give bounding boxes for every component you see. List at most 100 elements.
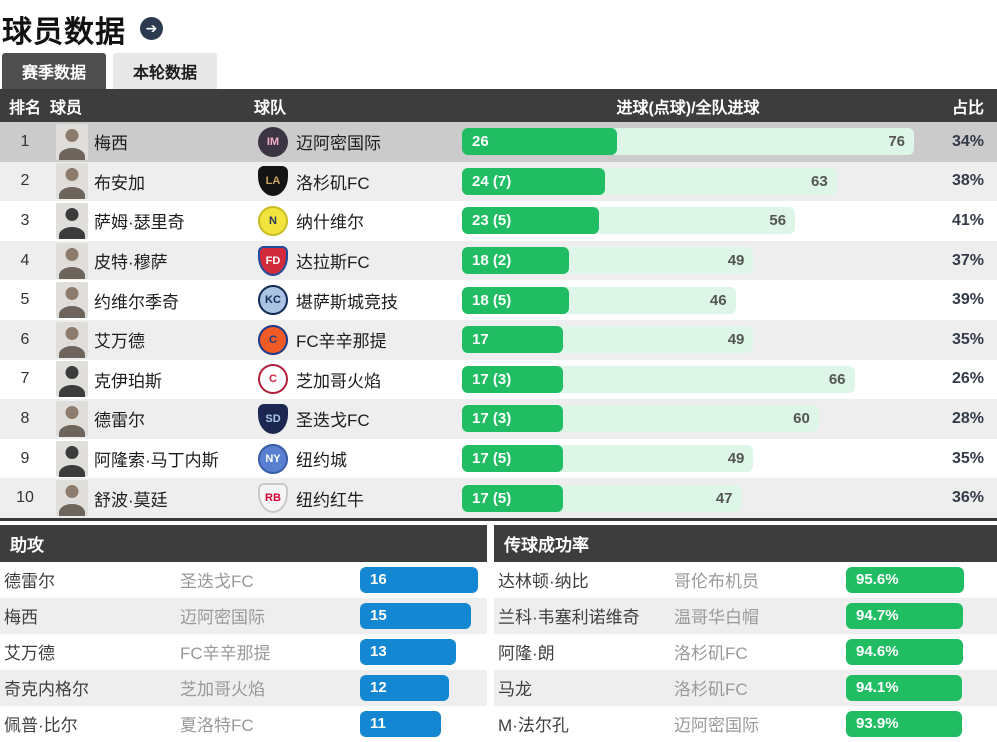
passing-row[interactable]: 马龙 洛杉矶FC 94.1% (494, 669, 997, 706)
share-value: 37% (951, 251, 984, 269)
goals-table-row[interactable]: 5 约维尔季奇 KC 堪萨斯城竞技 46 18 (5) 39% (0, 280, 997, 320)
player-name: 萨姆·瑟里奇 (94, 213, 185, 233)
player-name: 梅西 (4, 608, 38, 628)
assists-value: 12 (370, 678, 387, 696)
assists-bar: 15 (360, 602, 478, 629)
goals-table-row[interactable]: 1 梅西 IM 迈阿密国际 76 26 34% (0, 122, 997, 162)
player-goals-fill: 26 (462, 128, 617, 156)
passing-bar: 94.6% (846, 638, 964, 665)
passing-row[interactable]: 兰科·韦塞利诺维奇 温哥华白帽 94.7% (494, 597, 997, 634)
goals-bar: 76 26 (462, 128, 914, 156)
player-avatar-icon (56, 440, 88, 477)
passing-bar: 93.9% (846, 710, 964, 737)
player-goals-value: 17 (5) (472, 450, 512, 468)
passing-row[interactable]: 阿隆·朗 洛杉矶FC 94.6% (494, 633, 997, 670)
goals-table-row[interactable]: 2 布安加 LA 洛杉矶FC 63 24 (7) 38% (0, 161, 997, 202)
goals-bar: 66 17 (3) (462, 365, 914, 393)
passing-value: 94.7% (856, 606, 899, 624)
team-goals-value: 47 (715, 489, 733, 507)
page-title: 球员数据 (2, 15, 126, 49)
passing-bar-fill: 94.1% (846, 674, 963, 701)
player-photo (50, 440, 94, 477)
goals-bar: 49 18 (2) (462, 247, 914, 275)
assists-row[interactable]: 梅西 迈阿密国际 15 (0, 597, 487, 634)
team-logo-icon: RB (254, 483, 296, 514)
goals-table-row[interactable]: 7 克伊珀斯 C 芝加哥火焰 66 17 (3) 26% (0, 359, 997, 400)
team-logo-icon: KC (254, 285, 296, 316)
player-photo (50, 282, 94, 319)
passing-row[interactable]: M·法尔孔 迈阿密国际 93.9% (494, 705, 997, 742)
passing-panel-title: 传球成功率 (494, 524, 997, 562)
player-name: 艾万德 (4, 644, 55, 664)
team-goals-value: 56 (769, 212, 787, 230)
goals-bar: 60 17 (3) (462, 405, 914, 433)
player-name: 兰科·韦塞利诺维奇 (498, 608, 640, 628)
team-logo-icon: IM (254, 126, 296, 157)
player-name: 艾万德 (94, 332, 145, 352)
team-name: FC辛辛那提 (296, 332, 387, 352)
assists-value: 15 (370, 606, 387, 624)
passing-row[interactable]: 达林顿·纳比 哥伦布机员 95.6% (494, 561, 997, 598)
share-value: 28% (951, 409, 984, 427)
goals-table-row[interactable]: 4 皮特·穆萨 FD 达拉斯FC 49 18 (2) 37% (0, 240, 997, 281)
player-name: M·法尔孔 (498, 716, 569, 736)
player-photo (50, 361, 94, 398)
assists-bar: 11 (360, 710, 478, 737)
goals-table-row[interactable]: 9 阿隆索·马丁内斯 NY 纽约城 49 17 (5) 35% (0, 438, 997, 479)
tab-season-data[interactable]: 赛季数据 (2, 53, 106, 89)
player-avatar-icon (56, 400, 88, 437)
player-goals-fill: 18 (5) (462, 286, 570, 314)
team-logo-icon: LA (254, 166, 296, 197)
team-name: 温哥华白帽 (674, 608, 759, 628)
team-name: 圣迭戈FC (180, 572, 254, 592)
team-name: 芝加哥火焰 (180, 680, 265, 700)
arrow-right-icon[interactable]: ➔ (140, 17, 163, 40)
assists-row[interactable]: 艾万德 FC辛辛那提 13 (0, 633, 487, 670)
assists-bar-fill: 16 (360, 566, 478, 593)
team-goals-value: 66 (828, 370, 846, 388)
header-share: 占比 (951, 99, 984, 117)
share-value: 39% (951, 291, 984, 309)
player-name: 佩普·比尔 (4, 716, 78, 736)
assists-row[interactable]: 德雷尔 圣迭戈FC 16 (0, 561, 487, 598)
player-name: 马龙 (498, 680, 532, 700)
player-goals-fill: 17 (3) (462, 365, 564, 393)
player-name: 皮特·穆萨 (94, 253, 168, 273)
team-name: 哥伦布机员 (674, 572, 759, 592)
assists-bar-fill: 11 (360, 710, 442, 737)
passing-value: 93.9% (856, 714, 899, 732)
rank-value: 10 (16, 489, 34, 507)
goals-table-row[interactable]: 3 萨姆·瑟里奇 N 纳什维尔 56 23 (5) 41% (0, 201, 997, 241)
passing-value: 94.1% (856, 678, 899, 696)
player-goals-value: 17 (3) (472, 410, 512, 428)
player-name: 克伊珀斯 (94, 371, 162, 391)
player-goals-fill: 17 (3) (462, 405, 564, 433)
assists-row[interactable]: 佩普·比尔 夏洛特FC 11 (0, 705, 487, 742)
team-goals-value: 63 (810, 172, 828, 190)
goals-table-row[interactable]: 6 艾万德 C FC辛辛那提 49 17 35% (0, 319, 997, 360)
bottom-panels: 助攻 德雷尔 圣迭戈FC 16 梅西 迈阿密国际 15 (0, 524, 997, 742)
header-player: 球员 (50, 99, 83, 117)
player-avatar-icon (56, 123, 88, 160)
goals-table-row[interactable]: 8 德雷尔 SD 圣迭戈FC 60 17 (3) 28% (0, 399, 997, 439)
rank-value: 9 (20, 449, 30, 467)
player-goals-value: 23 (5) (472, 212, 512, 230)
player-goals-value: 26 (472, 133, 489, 151)
player-goals-fill: 17 (5) (462, 445, 564, 473)
tab-round-data[interactable]: 本轮数据 (113, 53, 217, 89)
goals-bar: 49 17 (462, 326, 914, 354)
assists-row[interactable]: 奇克内格尔 芝加哥火焰 12 (0, 669, 487, 706)
goals-table-row[interactable]: 10 舒波·莫廷 RB 纽约红牛 47 17 (5) 36% (0, 478, 997, 518)
team-logo-icon: C (254, 324, 296, 355)
rank-value: 6 (20, 330, 30, 348)
header-rank: 排名 (9, 99, 42, 117)
passing-bar-fill: 94.6% (846, 638, 963, 665)
team-name: 迈阿密国际 (180, 608, 265, 628)
team-name: 纽约城 (296, 451, 347, 471)
passing-bar-fill: 93.9% (846, 710, 962, 737)
rank-value: 3 (20, 211, 30, 229)
team-name: 洛杉矶FC (674, 644, 748, 664)
team-name: 迈阿密国际 (674, 716, 759, 736)
player-avatar-icon (56, 282, 88, 319)
goals-bar: 47 17 (5) (462, 484, 914, 512)
